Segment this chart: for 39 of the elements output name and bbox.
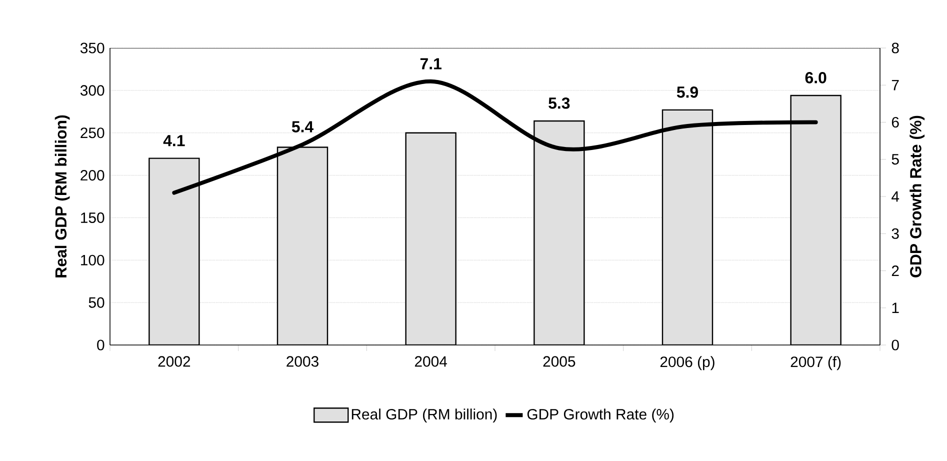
x-tick-label: 2006 (p)	[660, 356, 714, 370]
x-tick-label: 2003	[286, 356, 318, 367]
bar	[790, 94, 842, 345]
bar	[405, 132, 456, 345]
y2-tick-label: 0	[892, 340, 899, 350]
y-tick-label: 300	[80, 85, 104, 96]
x-tick-label: 2002	[158, 356, 190, 367]
data-label: 5.3	[548, 97, 570, 109]
y2-tick-label: 2	[892, 266, 899, 276]
y2-axis-title: GDP Growth Rate (%)	[910, 116, 925, 278]
data-label: 6.0	[805, 72, 826, 84]
bar	[534, 120, 585, 345]
y2-tick-label: 5	[892, 154, 899, 165]
y2-tick-label: 6	[892, 116, 899, 128]
y-tick-label: 50	[88, 297, 104, 308]
y2-tick-label: 3	[892, 228, 899, 239]
legend-label: Real GDP (RM billion)	[352, 408, 497, 423]
y2-tick-label: 1	[892, 302, 899, 314]
y-tick-label: 150	[81, 212, 104, 223]
data-label: 4.1	[163, 135, 185, 146]
data-label: 5.9	[676, 86, 698, 98]
bar	[148, 158, 200, 345]
legend-label: GDP Growth Rate (%)	[527, 408, 674, 423]
y-tick-label: 250	[80, 128, 104, 138]
data-label: 5.4	[292, 121, 314, 132]
y-tick-label: 0	[97, 340, 104, 350]
data-label: 7.1	[420, 58, 442, 70]
bar	[662, 109, 714, 345]
x-tick-label: 2004	[414, 356, 448, 367]
x-tick-label: 2005	[543, 356, 576, 367]
bar	[276, 146, 328, 345]
y2-tick-label: 7	[892, 80, 899, 90]
y2-tick-label: 4	[892, 191, 900, 202]
y-tick-label: 350	[80, 42, 104, 54]
y-tick-label: 100	[81, 254, 104, 266]
y-tick-label: 200	[80, 170, 104, 181]
y2-tick-label: 8	[892, 42, 899, 54]
y-axis-title: Real GDP (RM billion)	[54, 115, 70, 278]
x-tick-label: 2007 (f)	[790, 356, 841, 370]
